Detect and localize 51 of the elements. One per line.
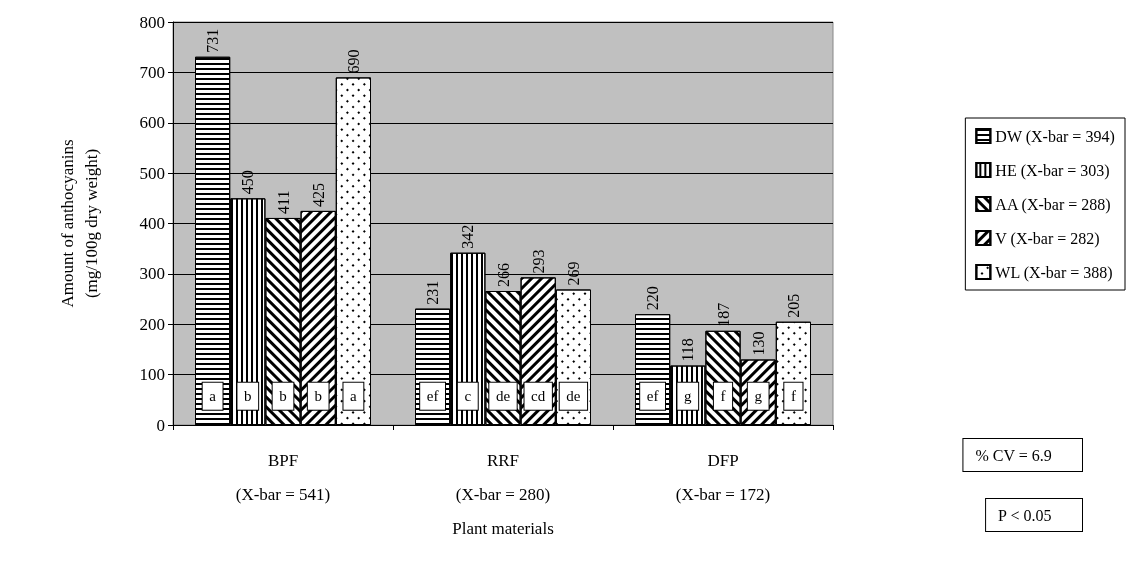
legend-label: V (X-bar = 282) (995, 229, 1100, 248)
data-label: 293 (529, 249, 547, 274)
data-label: 187 (714, 302, 732, 327)
legend-label: DW (X-bar = 394) (995, 127, 1115, 146)
data-label: 269 (564, 261, 582, 286)
data-label: 118 (679, 338, 697, 362)
y-tick-label: 200 (139, 314, 165, 334)
legend-label: AA (X-bar = 288) (995, 195, 1111, 214)
y-tick-label: 0 (156, 415, 165, 435)
y-tick-label: 100 (139, 365, 165, 385)
data-label: 731 (204, 28, 222, 53)
annotation: de (495, 388, 511, 405)
data-label: 411 (274, 190, 292, 214)
data-label: 342 (459, 224, 477, 249)
y-tick-label: 600 (139, 113, 165, 133)
data-label: 266 (494, 263, 512, 287)
text: P < 0.05 (998, 506, 1052, 524)
annotation: ef (426, 388, 439, 405)
y-tick-label: 400 (139, 214, 165, 233)
x-tick-label: RRF (X-bar = 280) (455, 450, 551, 504)
data-label: 690 (344, 49, 362, 74)
annotation: ef (646, 388, 659, 405)
x-tick-label: DFP (X-bar = 172) (675, 450, 771, 504)
y-tick-label: 800 (139, 12, 165, 32)
annotation: cd (531, 388, 546, 405)
y-tick-label: 300 (139, 264, 165, 284)
text: % CV = 6.9 (975, 446, 1052, 464)
data-label: 231 (424, 280, 442, 305)
annotation: g (684, 388, 693, 405)
annotation: b (314, 388, 322, 405)
x-axis-title: Plant materials (452, 519, 554, 538)
annotation: f (720, 388, 726, 405)
data-label: 425 (309, 182, 327, 207)
y-axis-title: Amount of anthocyanins (mg/100g dry weight) (57, 139, 101, 308)
annotation: c (464, 388, 472, 405)
annotation: g (754, 388, 763, 405)
annotation: f (790, 388, 796, 405)
data-label: 130 (749, 331, 767, 356)
y-tick-label: 700 (139, 62, 165, 82)
x-tick-label: BPF (X-bar = 541) (235, 450, 331, 504)
annotation: a (350, 388, 358, 405)
annotation: de (566, 388, 581, 405)
annotation: b (244, 388, 252, 405)
y-tick-label: 500 (139, 163, 165, 183)
data-label: 205 (784, 293, 802, 318)
annotation: b (279, 388, 287, 405)
legend-label: WL (X-bar = 388) (995, 263, 1113, 282)
data-label: 220 (644, 286, 662, 311)
data-label: 450 (239, 170, 257, 195)
annotation: a (209, 388, 217, 405)
legend-label: HE (X-bar = 303) (995, 161, 1110, 180)
